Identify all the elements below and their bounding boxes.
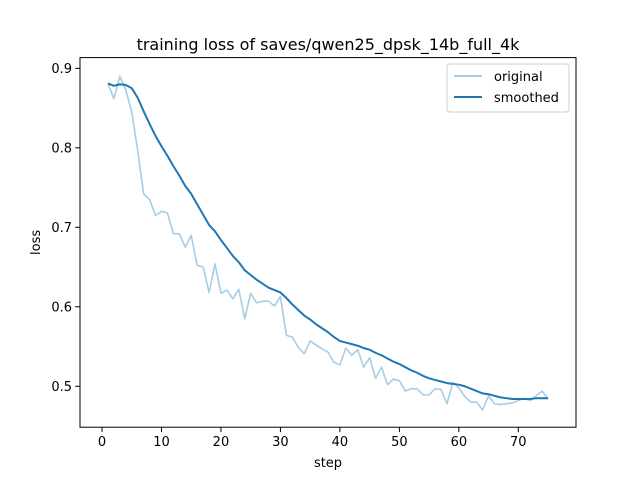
x-tick-label: 60	[451, 435, 468, 450]
chart-title: training loss of saves/qwen25_dpsk_14b_f…	[137, 35, 521, 55]
y-tick-label: 0.7	[51, 221, 72, 236]
axes-frame	[79, 57, 577, 428]
series-line-smoothed	[107, 82, 549, 400]
x-tick-label: 20	[213, 435, 230, 450]
y-tick-label: 0.6	[51, 300, 72, 315]
y-tick-label: 0.5	[51, 380, 72, 395]
plot-area	[107, 75, 549, 411]
y-tick-label: 0.9	[51, 62, 72, 77]
y-tick-label: 0.8	[51, 141, 72, 156]
legend-label-smoothed: smoothed	[494, 91, 559, 106]
x-axis: 0 10 20 30 40 50 60 70	[98, 427, 527, 450]
y-axis: 0.5 0.6 0.7 0.8 0.9	[51, 62, 80, 395]
x-tick-label: 70	[510, 435, 527, 450]
legend-label-original: original	[494, 70, 543, 85]
y-axis-label: loss	[29, 230, 44, 255]
x-tick-label: 10	[153, 435, 170, 450]
legend: original smoothed	[446, 63, 570, 113]
x-tick-label: 0	[98, 435, 106, 450]
x-tick-label: 50	[391, 435, 408, 450]
series-line-original	[107, 75, 549, 411]
x-tick-label: 30	[272, 435, 289, 450]
x-tick-label: 40	[332, 435, 349, 450]
x-axis-label: step	[314, 456, 342, 471]
